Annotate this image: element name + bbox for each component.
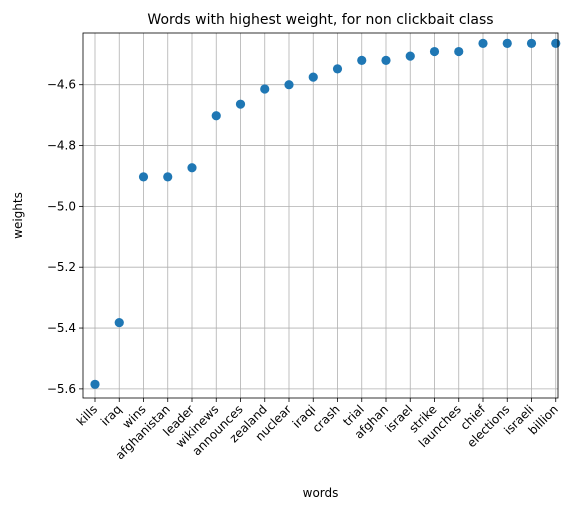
plot-frame bbox=[82, 32, 559, 399]
data-point bbox=[163, 172, 173, 182]
data-point bbox=[235, 99, 246, 109]
data-point bbox=[308, 72, 318, 82]
y-tick-label: −5.4 bbox=[47, 321, 76, 335]
y-axis-title: weights bbox=[11, 192, 25, 239]
data-point bbox=[187, 163, 197, 173]
data-point bbox=[138, 172, 149, 182]
data-point bbox=[478, 38, 488, 48]
data-point bbox=[429, 46, 440, 57]
y-tick-label: −4.6 bbox=[47, 78, 76, 92]
data-point bbox=[90, 379, 100, 389]
grid-layer bbox=[83, 33, 558, 398]
data-point bbox=[526, 38, 537, 48]
data-point bbox=[551, 38, 561, 48]
y-tick-label: −5.6 bbox=[47, 382, 76, 396]
data-point bbox=[260, 84, 270, 94]
y-tick-label: −4.8 bbox=[47, 139, 76, 153]
y-tick-label: −5.0 bbox=[47, 199, 76, 213]
y-tick-label: −5.2 bbox=[47, 260, 76, 274]
data-point bbox=[284, 80, 294, 90]
x-axis-title: words bbox=[303, 486, 339, 500]
x-tick-label: iraq bbox=[98, 402, 124, 428]
data-point bbox=[405, 51, 415, 61]
data-point bbox=[332, 64, 343, 74]
data-point bbox=[454, 46, 464, 57]
x-tick-label: crash bbox=[310, 402, 343, 435]
x-axis: killsiraqwinsafghanistanleaderwikinewsan… bbox=[74, 398, 561, 462]
x-tick-label: kills bbox=[74, 402, 100, 428]
data-point bbox=[211, 111, 221, 121]
data-point bbox=[114, 317, 124, 328]
y-axis: −5.6 −5.4 −5.2 −5.0 −4.8 −4.6 bbox=[47, 78, 83, 396]
data-point bbox=[357, 55, 367, 65]
chart-title: Words with highest weight, for non click… bbox=[147, 12, 493, 28]
points-layer bbox=[90, 38, 561, 389]
data-point bbox=[502, 38, 512, 48]
data-point bbox=[381, 55, 391, 65]
